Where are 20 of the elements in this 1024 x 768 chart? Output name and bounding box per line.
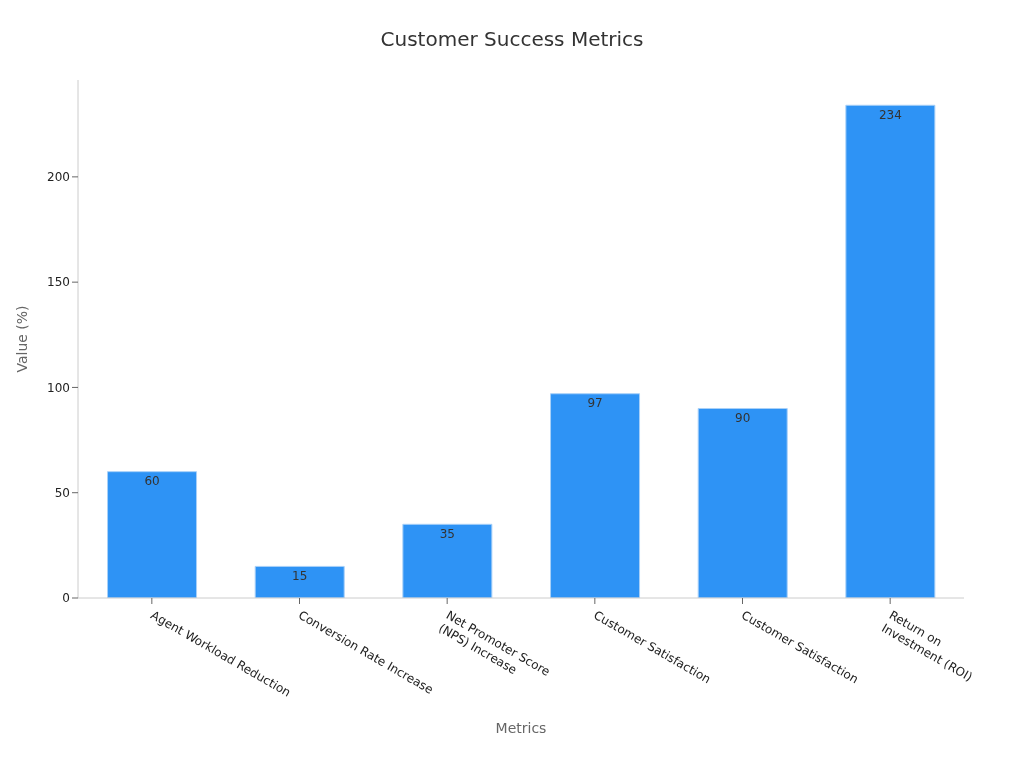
data-label: 90 — [735, 411, 751, 426]
data-label: 234 — [878, 107, 902, 122]
bar — [254, 565, 345, 598]
y-tick-label: 0 — [62, 591, 70, 606]
bar — [550, 393, 641, 598]
data-label: 60 — [144, 474, 160, 489]
y-tick-label: 200 — [47, 170, 70, 185]
bar — [402, 523, 493, 598]
x-axis-title: Metrics — [495, 720, 547, 736]
y-tick-label: 50 — [54, 485, 70, 500]
chart-title: Customer Success Metrics — [380, 26, 644, 51]
y-tick-label: 100 — [47, 380, 70, 395]
data-label: 97 — [587, 396, 603, 411]
y-tick-label: 150 — [47, 275, 70, 290]
bar — [697, 407, 788, 598]
bar — [107, 471, 198, 598]
y-axis-title: Value (%) — [13, 305, 30, 373]
bar — [845, 104, 936, 598]
data-label: 35 — [439, 526, 456, 541]
data-label: 15 — [292, 568, 308, 583]
